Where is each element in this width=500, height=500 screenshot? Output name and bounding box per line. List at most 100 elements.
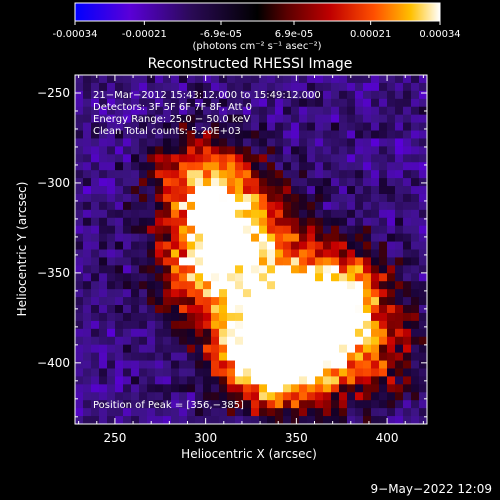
heatmap-cell <box>163 249 172 258</box>
heatmap-cell <box>403 400 412 409</box>
heatmap-cell <box>219 154 228 163</box>
heatmap-cell <box>299 344 308 354</box>
heatmap-cell <box>131 217 140 227</box>
heatmap-cell <box>323 257 332 266</box>
heatmap-cell <box>179 186 188 195</box>
heatmap-cell <box>139 225 148 235</box>
heatmap-cell <box>147 217 156 227</box>
heatmap-cell <box>219 82 228 92</box>
heatmap-cell <box>75 281 84 290</box>
heatmap-cell <box>331 122 340 132</box>
heatmap-cell <box>331 392 340 401</box>
heatmap-cell <box>131 106 140 116</box>
heatmap-cell <box>203 320 212 330</box>
heatmap-cell <box>291 336 300 346</box>
heatmap-cell <box>219 225 228 235</box>
heatmap-cell <box>179 209 188 219</box>
heatmap-cell <box>123 281 132 290</box>
heatmap-cell <box>331 312 340 322</box>
heatmap-cell <box>275 90 284 100</box>
heatmap-cell <box>251 186 260 195</box>
heatmap-cell <box>363 376 372 385</box>
heatmap-cell <box>115 312 124 322</box>
heatmap-cell <box>403 186 412 195</box>
heatmap-cell <box>307 320 316 330</box>
heatmap-cell <box>387 241 396 250</box>
heatmap-cell <box>99 138 108 147</box>
plot-area: 250 300 350 400−250−300−350−400 <box>37 74 428 445</box>
heatmap-cell <box>387 281 396 290</box>
heatmap-cell <box>211 408 220 417</box>
heatmap-cell <box>299 122 308 132</box>
heatmap-cell <box>139 209 148 219</box>
heatmap-cell <box>251 328 260 338</box>
heatmap-cell <box>235 257 244 266</box>
heatmap-cell <box>147 186 156 195</box>
heatmap-cell <box>195 360 204 369</box>
heatmap-cell <box>275 281 284 290</box>
heatmap-cell <box>187 336 196 346</box>
heatmap <box>75 75 427 424</box>
heatmap-cell <box>91 320 100 330</box>
heatmap-cell <box>291 193 300 203</box>
heatmap-cell <box>403 416 412 424</box>
heatmap-cell <box>251 75 260 84</box>
heatmap-cell <box>379 106 388 116</box>
heatmap-cell <box>315 186 324 195</box>
heatmap-cell <box>419 273 427 282</box>
heatmap-cell <box>179 114 188 124</box>
heatmap-cell <box>115 154 124 163</box>
heatmap-cell <box>363 305 372 314</box>
heatmap-cell <box>395 217 404 227</box>
heatmap-cell <box>107 320 116 330</box>
heatmap-cell <box>347 138 356 147</box>
heatmap-cell <box>307 82 316 92</box>
heatmap-cell <box>91 312 100 322</box>
heatmap-cell <box>83 186 92 195</box>
heatmap-cell <box>155 146 164 155</box>
heatmap-cell <box>315 257 324 266</box>
heatmap-cell <box>115 146 124 155</box>
heatmap-cell <box>131 154 140 163</box>
heatmap-cell <box>363 170 372 179</box>
heatmap-cell <box>299 312 308 322</box>
heatmap-cell <box>411 178 420 187</box>
heatmap-cell <box>203 82 212 92</box>
heatmap-cell <box>123 162 132 171</box>
heatmap-cell <box>187 162 196 171</box>
heatmap-cell <box>251 106 260 116</box>
heatmap-cell <box>123 233 132 243</box>
heatmap-cell <box>315 384 324 393</box>
heatmap-cell <box>379 241 388 250</box>
heatmap-cell <box>331 400 340 409</box>
heatmap-cell <box>251 90 260 100</box>
heatmap-cell <box>403 384 412 393</box>
heatmap-cell <box>339 384 348 393</box>
heatmap-cell <box>363 130 372 139</box>
x-tick-label: 400 <box>376 431 399 445</box>
heatmap-cell <box>307 376 316 385</box>
heatmap-cell <box>299 178 308 187</box>
heatmap-cell <box>147 416 156 424</box>
heatmap-cell <box>291 225 300 235</box>
heatmap-cell <box>379 273 388 282</box>
heatmap-cell <box>123 122 132 132</box>
heatmap-cell <box>299 400 308 409</box>
heatmap-cell <box>179 162 188 171</box>
heatmap-cell <box>315 344 324 354</box>
heatmap-cell <box>275 273 284 282</box>
heatmap-cell <box>227 122 236 132</box>
heatmap-cell <box>123 217 132 227</box>
heatmap-cell <box>395 193 404 203</box>
heatmap-cell <box>187 217 196 227</box>
heatmap-cell <box>347 344 356 354</box>
heatmap-cell <box>139 281 148 290</box>
x-tick-label: 250 <box>103 431 126 445</box>
heatmap-cell <box>403 122 412 132</box>
heatmap-cell <box>395 146 404 155</box>
heatmap-cell <box>195 416 204 424</box>
heatmap-cell <box>99 201 108 211</box>
heatmap-cell <box>379 384 388 393</box>
heatmap-cell <box>115 178 124 187</box>
heatmap-cell <box>115 82 124 92</box>
